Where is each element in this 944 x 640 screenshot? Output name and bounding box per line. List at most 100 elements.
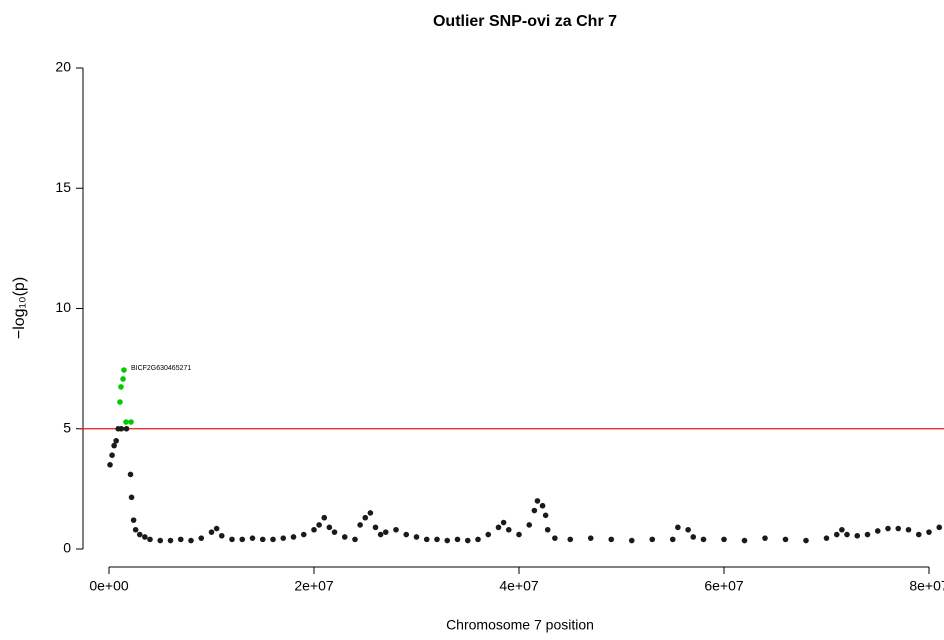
- snp-point: [495, 524, 502, 531]
- x-tick-label: 8e+07: [909, 578, 944, 594]
- snp-point: [675, 524, 681, 531]
- snp-point: [544, 526, 551, 533]
- snp-point: [587, 535, 594, 541]
- x-axis-label: Chromosome 7 position: [446, 617, 594, 633]
- snp-point: [188, 537, 194, 544]
- x-tick-label: 6e+07: [704, 578, 744, 594]
- snp-point: [377, 531, 384, 538]
- snp-point: [669, 536, 676, 543]
- snp-point: [128, 494, 135, 501]
- snp-point: [885, 525, 891, 532]
- snp-point: [823, 535, 830, 541]
- snp-point: [147, 536, 153, 543]
- snp-point: [505, 526, 512, 533]
- y-axis-label: −log₁₀(p): [11, 277, 28, 339]
- snp-point: [367, 510, 374, 516]
- snp-point: [109, 452, 115, 459]
- snp-point: [454, 536, 461, 543]
- snp-point: [413, 534, 420, 540]
- snp-point: [198, 535, 205, 541]
- snp-point: [485, 531, 492, 538]
- snp-point: [362, 514, 369, 521]
- snp-point: [542, 512, 549, 519]
- snp-point: [552, 535, 558, 541]
- snp-point: [864, 531, 871, 538]
- y-tick-label: 15: [55, 179, 71, 195]
- snp-point: [854, 532, 861, 539]
- snp-point: [118, 425, 125, 432]
- snp-point: [316, 522, 322, 528]
- y-tick-label: 10: [55, 299, 71, 315]
- snp-point: [741, 537, 748, 544]
- snp-point: [690, 534, 697, 540]
- snp-point: [782, 536, 789, 543]
- snp-point: [280, 535, 287, 541]
- snp-point: [270, 536, 276, 543]
- snp-point: [213, 525, 220, 532]
- snp-point: [403, 531, 410, 538]
- snp-point: [608, 536, 615, 543]
- snp-point: [341, 534, 348, 540]
- snp-point: [239, 536, 246, 543]
- snp-point: [444, 537, 451, 544]
- snp-point: [926, 529, 932, 535]
- snp-point: [321, 514, 328, 521]
- snp-point: [567, 536, 574, 543]
- snp-point: [423, 536, 430, 543]
- snp-point: [382, 529, 389, 535]
- snp-point: [905, 526, 912, 533]
- snp-point: [121, 367, 127, 373]
- snp-point: [142, 534, 148, 540]
- snp-point: [300, 531, 307, 538]
- snp-point: [833, 531, 840, 538]
- y-tick-label: 0: [63, 540, 71, 556]
- snp-point: [130, 517, 137, 523]
- snp-point: [123, 419, 129, 425]
- snp-point: [127, 471, 134, 478]
- snp-point: [534, 498, 541, 504]
- snp-point: [721, 536, 727, 543]
- snp-point: [844, 531, 850, 538]
- x-tick-label: 2e+07: [294, 578, 334, 594]
- snp-point: [895, 525, 902, 532]
- snp-point: [500, 519, 507, 526]
- snp-point: [516, 531, 522, 538]
- snp-point: [331, 529, 338, 535]
- annotation: BICF2G630465271: [131, 365, 191, 372]
- y-tick-label: 20: [55, 59, 71, 75]
- snp-point: [434, 536, 440, 543]
- snp-point: [352, 536, 358, 543]
- x-tick-label: 4e+07: [499, 578, 539, 594]
- x-tick-label: 0e+00: [89, 578, 129, 594]
- snp-point: [393, 526, 399, 533]
- snp-point: [117, 399, 123, 405]
- snp-point: [839, 526, 845, 533]
- snp-point: [311, 526, 317, 533]
- snp-point: [475, 536, 481, 543]
- snp-point: [874, 528, 881, 534]
- snp-point: [464, 537, 471, 544]
- snp-point: [326, 524, 333, 531]
- snp-point: [177, 536, 184, 543]
- snp-point: [120, 376, 126, 382]
- snp-point: [107, 462, 113, 468]
- snp-point: [229, 536, 235, 543]
- snp-point: [936, 524, 943, 531]
- snp-point: [649, 536, 656, 543]
- snp-point: [803, 537, 809, 544]
- snp-point: [136, 531, 143, 538]
- snp-point: [372, 524, 379, 531]
- snp-point: [111, 442, 117, 449]
- snp-point: [539, 502, 546, 509]
- snp-point: [157, 537, 164, 544]
- snp-point: [700, 536, 707, 543]
- snp-point: [118, 384, 124, 390]
- snp-point: [259, 536, 266, 543]
- snp-point: [132, 526, 139, 533]
- snp-point: [123, 425, 130, 432]
- snp-point: [531, 507, 538, 514]
- snp-point: [762, 535, 768, 541]
- snp-point: [249, 535, 256, 541]
- snp-point: [685, 526, 691, 533]
